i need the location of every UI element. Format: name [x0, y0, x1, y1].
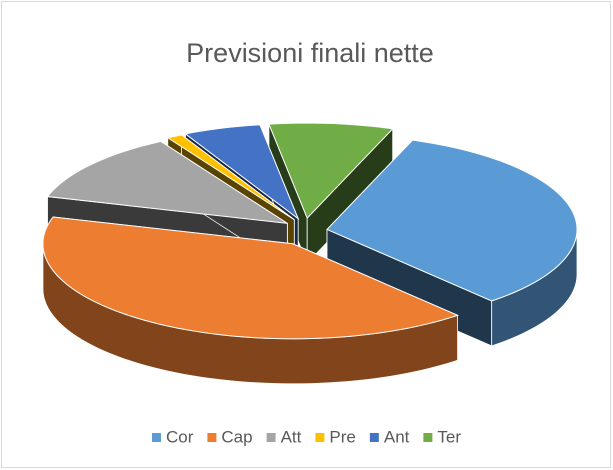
legend-label: Att: [281, 427, 302, 446]
legend-swatch: [151, 433, 161, 442]
legend-swatch: [315, 433, 325, 442]
legend-label: Cap: [221, 427, 252, 446]
slice-top: [166, 134, 295, 221]
legend: Cor Cap Att Pre Ant Ter: [151, 427, 461, 446]
slice-top: [268, 122, 394, 219]
slice-top: [326, 139, 578, 302]
slice: [42, 216, 460, 385]
legend-swatch: [266, 433, 276, 442]
slice: [326, 139, 578, 347]
legend-swatch: [423, 433, 433, 442]
legend-label: Pre: [329, 427, 355, 446]
legend-swatch: [207, 433, 217, 442]
chart-title: Previsioni finali nette: [186, 38, 434, 68]
legend-swatch: [369, 433, 379, 442]
slice-top: [184, 124, 300, 221]
legend-label: Ter: [437, 427, 461, 446]
legend-label: Ant: [384, 427, 410, 446]
slice-top: [46, 140, 288, 224]
slice-top: [42, 216, 460, 340]
legend-label: Cor: [166, 427, 194, 446]
